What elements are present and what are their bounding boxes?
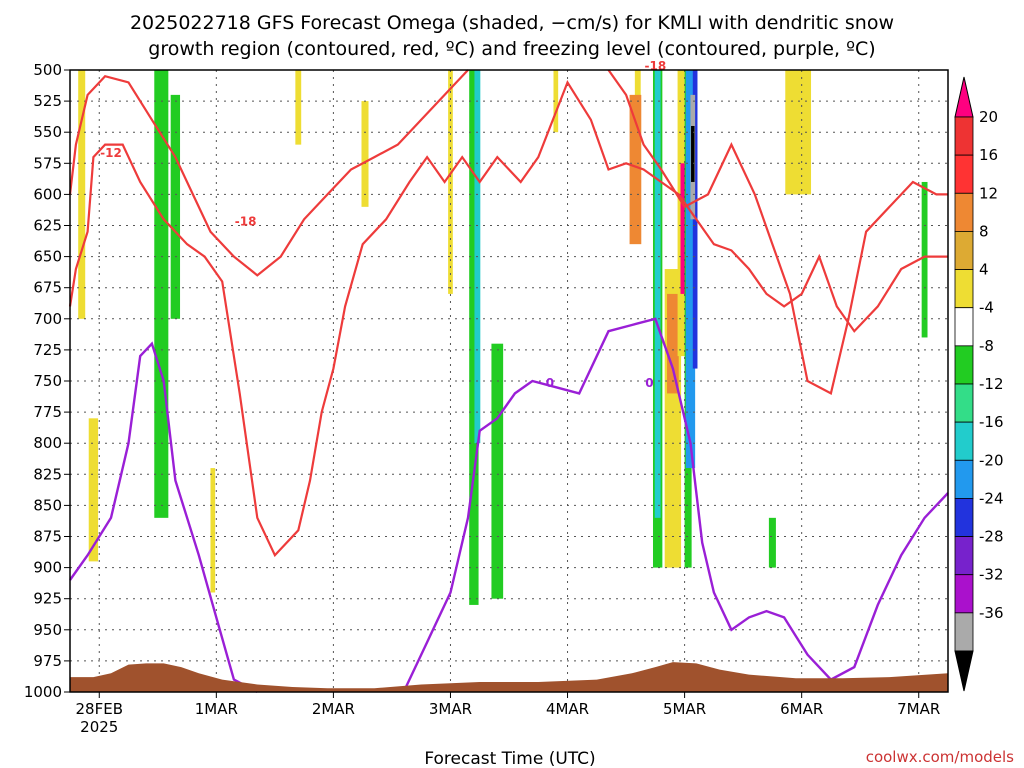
colorbar-label-3: 8 — [979, 222, 989, 240]
y-tick-label-9: 725 — [33, 341, 62, 359]
colorbar-segment-3 — [954, 192, 974, 232]
y-tick-label-0: 500 — [33, 61, 62, 79]
colorbar-segment-8 — [954, 383, 974, 423]
omega-band-6 — [361, 101, 369, 207]
omega-band-2 — [154, 70, 169, 518]
colorbar-label-9: -20 — [979, 451, 1004, 469]
y-tick-label-11: 775 — [33, 403, 62, 421]
y-tick-label-6: 650 — [33, 248, 62, 266]
y-tick-label-20: 1000 — [24, 683, 62, 701]
y-tick-label-15: 875 — [33, 528, 62, 546]
colorbar-label-4: 4 — [979, 261, 989, 279]
dgz-contour-label-0: -12 — [100, 146, 122, 160]
omega-band-3 — [170, 94, 181, 319]
x-tick-label-7: 7MAR — [897, 700, 940, 718]
colorbar-label-7: -12 — [979, 375, 1004, 393]
terrain-fill — [70, 662, 948, 692]
colorbar-segment-1 — [954, 116, 974, 156]
omega-band-17 — [667, 293, 679, 394]
omega-band-7 — [448, 70, 453, 294]
omega-band-19 — [680, 163, 687, 294]
x-tick-label-2: 2MAR — [312, 700, 355, 718]
colorbar-label-2: 12 — [979, 184, 998, 202]
y-tick-label-16: 900 — [33, 559, 62, 577]
omega-band-28 — [921, 181, 928, 338]
omega-band-10 — [491, 343, 504, 599]
x-tick-label-1: 1MAR — [195, 700, 238, 718]
colorbar-segment-10 — [954, 459, 974, 499]
x-tick-label-3: 3MAR — [429, 700, 472, 718]
y-tick-label-1: 525 — [33, 92, 62, 110]
credit-label: coolwx.com/models — [866, 748, 1014, 766]
colorbar-top-arrow — [954, 76, 974, 118]
freezing-contour-0 — [69, 341, 258, 694]
y-tick-label-2: 550 — [33, 123, 62, 141]
omega-band-4 — [210, 468, 216, 593]
colorbar-label-11: -28 — [979, 528, 1004, 546]
dgz-contour-0 — [68, 79, 948, 558]
colorbar-label-5: -4 — [979, 299, 994, 317]
y-tick-label-8: 700 — [33, 310, 62, 328]
colorbar-segment-14 — [954, 612, 974, 652]
x-tick-label-6: 6MAR — [780, 700, 823, 718]
chart-title-line-2: growth region (contoured, red, ºC) and f… — [148, 38, 875, 60]
omega-band-15 — [654, 70, 661, 518]
y-tick-label-18: 950 — [33, 621, 62, 639]
colorbar-segment-11 — [954, 498, 974, 537]
omega-band-21 — [685, 70, 696, 469]
omega-band-0 — [78, 70, 86, 319]
colorbar-label-13: -36 — [979, 604, 1004, 622]
x-tick-label-4: 4MAR — [546, 700, 589, 718]
omega-band-11 — [553, 70, 559, 133]
chart-title-line-1: 2025022718 GFS Forecast Omega (shaded, −… — [130, 12, 894, 34]
omega-band-8 — [469, 70, 479, 605]
omega-band-1 — [88, 418, 99, 562]
dgz-contour-1 — [68, 69, 469, 277]
colorbar-bottom-arrow — [954, 650, 974, 692]
freezing-contour-label-1: 0 — [645, 376, 653, 390]
dgz-contour-label-1: -18 — [235, 215, 257, 229]
y-tick-label-4: 600 — [33, 185, 62, 203]
colorbar-segment-9 — [954, 421, 974, 461]
colorbar-segment-12 — [954, 536, 974, 576]
omega-band-13 — [629, 94, 642, 245]
colorbar-segment-7 — [954, 345, 974, 385]
omega-band-24 — [691, 125, 695, 182]
y-tick-label-10: 750 — [33, 372, 62, 390]
freezing-contour-label-0: 0 — [546, 376, 554, 390]
colorbar: 20 16 12 8 4 -4 -8 -12 -16 -20 -24 -28 -32 -36 — [954, 76, 1004, 692]
colorbar-label-6: -8 — [979, 337, 994, 355]
y-tick-label-7: 675 — [33, 279, 62, 297]
y-tick-label-12: 800 — [33, 434, 62, 452]
omega-band-5 — [295, 70, 302, 145]
y-tick-label-3: 575 — [33, 154, 62, 172]
colorbar-label-8: -16 — [979, 413, 1004, 431]
x-axis-title: Forecast Time (UTC) — [424, 749, 595, 768]
dgz-contour-label-2: -18 — [644, 59, 666, 73]
y-tick-label-17: 925 — [33, 590, 62, 608]
freezing-contour-1 — [402, 317, 949, 693]
colorbar-label-10: -24 — [979, 489, 1004, 507]
colorbar-segment-5 — [954, 269, 974, 309]
y-tick-label-19: 975 — [33, 652, 62, 670]
colorbar-label-0: 20 — [979, 108, 998, 126]
colorbar-segment-2 — [954, 154, 974, 194]
colorbar-segment-13 — [954, 574, 974, 614]
x-tick-label-5: 5MAR — [663, 700, 706, 718]
y-tick-label-5: 625 — [33, 217, 62, 235]
plot-background — [70, 70, 948, 692]
colorbar-label-1: 16 — [979, 146, 998, 164]
plot-area: -12 -18 -18 0 0 500 525 550 575 600 625 650 675 700 72… — [24, 59, 949, 736]
y-tick-label-13: 825 — [33, 465, 62, 483]
colorbar-segment-6 — [954, 307, 974, 347]
omega-band-27 — [768, 517, 776, 568]
colorbar-label-12: -32 — [979, 566, 1004, 584]
colorbar-segment-4 — [954, 231, 974, 270]
x-tick-label-0: 28FEB — [76, 700, 123, 718]
y-tick-label-14: 850 — [33, 496, 62, 514]
dgz-contour-2 — [607, 69, 948, 396]
x-tick-sublabel-0: 2025 — [80, 718, 118, 736]
